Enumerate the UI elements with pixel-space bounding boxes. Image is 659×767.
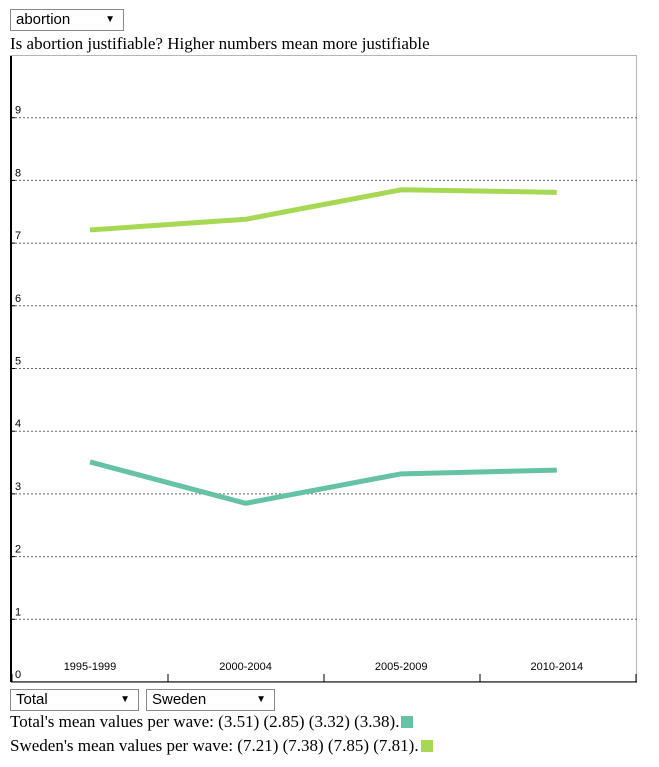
y-tick-label: 1 [15,606,21,618]
chevron-down-icon: ▼ [105,14,115,25]
x-tick-label: 1995-1999 [64,661,117,673]
y-tick-label: 4 [15,418,21,430]
series-line-sweden [89,187,557,233]
y-tick-label: 2 [15,544,21,556]
y-tick-label: 9 [15,105,21,117]
chart-question: Is abortion justifiable? Higher numbers … [10,34,430,53]
x-tick-label: 2005-2009 [375,661,428,673]
group-select-value: Total [16,691,48,708]
chevron-down-icon: ▼ [256,694,266,705]
legend-total: Total's mean values per wave: (3.51) (2.… [10,712,414,732]
y-tick-label: 8 [15,167,21,179]
legend-country-text: Sweden's mean values per wave: (7.21) (7… [10,736,419,755]
legend-country-swatch [420,740,433,752]
country-select[interactable]: Sweden ▼ [146,689,275,711]
x-tick-label: 2010-2014 [530,661,583,673]
group-select[interactable]: Total ▼ [10,689,139,711]
line-chart: 0 1 2 3 4 5 6 7 8 9 1995-1999 2000-2004 2005-2009 20… [10,55,637,683]
topic-select[interactable]: abortion ▼ [10,9,124,31]
y-tick-label: 0 [15,669,21,681]
y-tick-label: 5 [15,356,21,368]
legend-total-swatch [401,716,414,728]
chevron-down-icon: ▼ [120,694,130,705]
topic-select-value: abortion [16,11,71,28]
y-tick-label: 3 [15,481,21,493]
country-select-value: Sweden [152,691,207,708]
y-tick-label: 6 [15,293,21,305]
series-line-total [89,459,557,506]
y-tick-label: 7 [15,230,21,242]
legend-country: Sweden's mean values per wave: (7.21) (7… [10,736,433,756]
legend-total-text: Total's mean values per wave: (3.51) (2.… [10,712,400,731]
x-tick-label: 2000-2004 [219,661,272,673]
